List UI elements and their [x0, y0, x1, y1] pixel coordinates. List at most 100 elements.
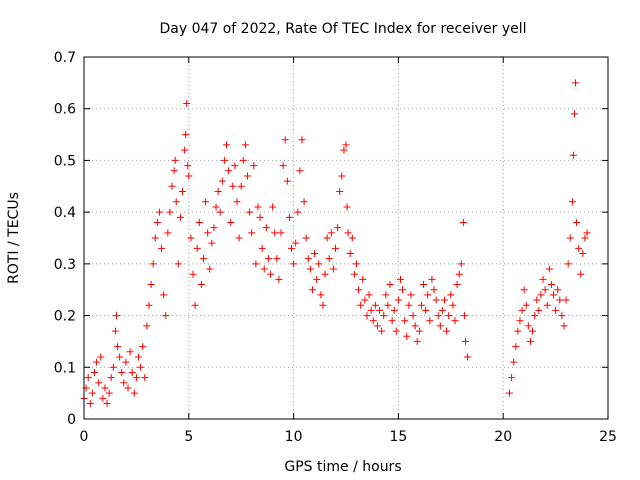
- data-point-marker: [554, 286, 562, 294]
- data-point-marker: [116, 353, 124, 361]
- y-tick-label: 0.7: [54, 50, 76, 66]
- data-point-marker: [197, 281, 205, 289]
- data-point-marker: [90, 368, 98, 376]
- data-point-marker: [241, 141, 249, 149]
- data-point-marker: [428, 275, 436, 283]
- data-point-marker: [407, 291, 415, 299]
- data-point-marker: [338, 172, 346, 180]
- data-point-marker: [223, 141, 231, 149]
- data-point-marker: [258, 244, 266, 252]
- data-point-marker: [285, 213, 293, 221]
- data-point-marker: [564, 260, 572, 268]
- data-point-marker: [149, 260, 157, 268]
- data-point-marker: [296, 167, 304, 175]
- data-point-marker: [128, 368, 136, 376]
- data-point-marker: [526, 337, 534, 345]
- y-tick-label: 0.1: [54, 360, 76, 376]
- data-point-marker: [396, 275, 404, 283]
- data-point-marker: [306, 265, 314, 273]
- x-axis-ticks: 0 5 10 15 20 25: [80, 57, 617, 445]
- data-point-marker: [250, 162, 258, 170]
- chart-title: Day 047 of 2022, Rate Of TEC Index for r…: [159, 21, 526, 37]
- data-point-marker: [451, 317, 459, 325]
- data-point-marker: [139, 343, 147, 351]
- data-point-marker: [531, 312, 539, 320]
- data-point-marker: [508, 374, 516, 382]
- data-point-marker: [95, 379, 103, 387]
- data-point-marker: [114, 343, 122, 351]
- data-point-marker: [218, 177, 226, 185]
- data-point-marker: [455, 270, 463, 278]
- data-point-marker: [86, 399, 94, 407]
- data-point-marker: [394, 296, 402, 304]
- data-point-marker: [409, 312, 417, 320]
- data-point-marker: [512, 343, 520, 351]
- data-point-marker: [541, 286, 549, 294]
- data-point-marker: [311, 250, 319, 258]
- data-point-marker: [399, 286, 407, 294]
- data-point-marker: [191, 301, 199, 309]
- data-point-marker: [533, 296, 541, 304]
- data-point-marker: [273, 255, 281, 263]
- data-point-marker: [248, 229, 256, 237]
- data-point-marker: [367, 306, 375, 314]
- data-point-marker: [298, 136, 306, 144]
- data-point-marker: [304, 255, 312, 263]
- data-point-marker: [111, 327, 119, 335]
- data-point-marker: [577, 270, 585, 278]
- data-point-marker: [171, 156, 179, 164]
- data-point-marker: [579, 250, 587, 258]
- data-point-marker: [145, 301, 153, 309]
- data-point-marker: [216, 208, 224, 216]
- data-point-marker: [210, 224, 218, 232]
- data-point-marker: [566, 234, 574, 242]
- data-point-marker: [363, 312, 371, 320]
- y-tick-label: 0.4: [54, 205, 76, 221]
- x-tick-label: 5: [184, 429, 193, 445]
- data-point-marker: [378, 327, 386, 335]
- data-point-marker: [155, 208, 163, 216]
- data-point-marker: [317, 291, 325, 299]
- y-tick-label: 0.2: [54, 309, 76, 325]
- data-point-marker: [424, 291, 432, 299]
- data-point-marker: [134, 353, 142, 361]
- data-point-marker: [449, 301, 457, 309]
- y-tick-label: 0.5: [54, 153, 76, 169]
- data-point-marker: [355, 286, 363, 294]
- data-point-marker: [505, 389, 513, 397]
- data-point-marker: [208, 239, 216, 247]
- data-point-marker: [344, 229, 352, 237]
- data-point-marker: [562, 296, 570, 304]
- data-point-marker: [112, 312, 120, 320]
- data-point-marker: [441, 296, 449, 304]
- data-point-marker: [225, 167, 233, 175]
- data-point-marker: [332, 244, 340, 252]
- data-point-marker: [168, 182, 176, 190]
- data-point-marker: [187, 234, 195, 242]
- data-point-marker: [130, 389, 138, 397]
- data-point-marker: [545, 265, 553, 273]
- data-point-marker: [269, 203, 277, 211]
- data-point-marker: [109, 363, 117, 371]
- data-point-marker: [336, 187, 344, 195]
- data-point-marker: [543, 301, 551, 309]
- x-tick-label: 25: [599, 429, 617, 445]
- data-point-marker: [573, 218, 581, 226]
- data-point-marker: [214, 187, 222, 195]
- data-point-marker: [105, 389, 113, 397]
- data-point-marker: [380, 312, 388, 320]
- data-point-marker: [122, 358, 130, 366]
- data-point-marker: [432, 296, 440, 304]
- data-point-marker: [460, 312, 468, 320]
- data-point-marker: [292, 239, 300, 247]
- data-point-marker: [118, 368, 126, 376]
- data-point-marker: [323, 234, 331, 242]
- data-point-marker: [313, 275, 321, 283]
- data-point-marker: [352, 260, 360, 268]
- data-point-marker: [281, 136, 289, 144]
- data-point-marker: [464, 353, 472, 361]
- data-point-marker: [84, 374, 92, 382]
- data-point-marker: [422, 306, 430, 314]
- data-point-marker: [271, 229, 279, 237]
- data-point-marker: [212, 203, 220, 211]
